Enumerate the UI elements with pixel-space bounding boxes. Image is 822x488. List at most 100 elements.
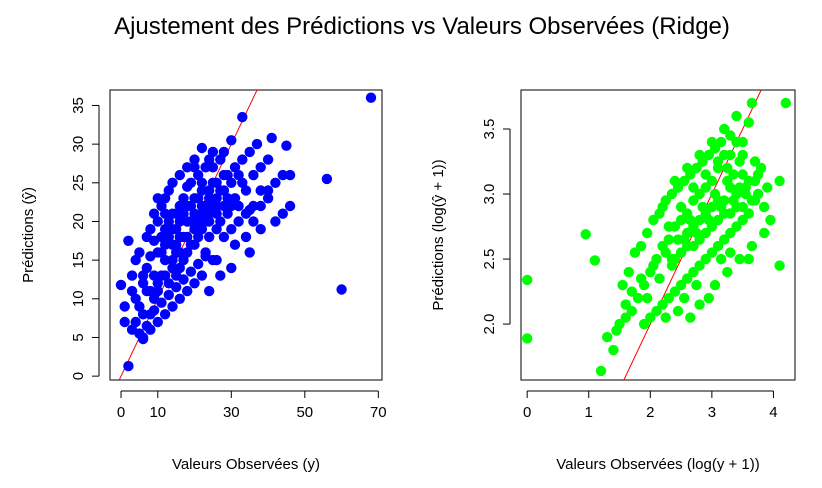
left-data-point (251, 138, 263, 150)
left-data-point (119, 301, 130, 312)
left-data-point (152, 247, 163, 258)
left-data-point (262, 193, 274, 204)
left-data-point (207, 146, 219, 158)
left-data-point (365, 92, 377, 103)
left-data-point (178, 274, 189, 285)
right-data-point (660, 247, 671, 258)
right-data-point (685, 312, 696, 323)
right-data-point (682, 273, 693, 284)
right-data-point (703, 149, 714, 161)
right-data-point (645, 312, 656, 323)
left-data-point (163, 216, 174, 227)
left-x-tick-label: 10 (149, 404, 166, 421)
right-data-point (743, 117, 754, 128)
right-data-point (722, 266, 733, 278)
right-data-point (728, 169, 739, 180)
left-data-point (189, 154, 200, 165)
figure-title: Ajustement des Prédictions vs Valeurs Ob… (114, 13, 730, 40)
right-data-point (725, 130, 736, 141)
right-x-tick-label: 2 (646, 404, 654, 421)
right-data-point (709, 188, 721, 200)
left-x-axis: 0 10 30 50 70 (117, 390, 387, 421)
right-data-point (740, 182, 751, 193)
right-data-point (694, 149, 705, 161)
left-data-point (196, 142, 208, 154)
right-data-point (623, 266, 634, 278)
right-x-axis-label: Valeurs Observées (log(y + 1)) (556, 456, 760, 473)
right-data-point (666, 188, 678, 200)
left-data-point (152, 285, 163, 297)
right-data-point (626, 305, 637, 317)
right-data-point (712, 240, 724, 252)
right-y-tick-label: 3.5 (481, 119, 498, 140)
left-data-point (178, 208, 189, 219)
right-data-point (731, 110, 742, 122)
right-data-point (715, 201, 727, 213)
right-data-point (700, 227, 711, 239)
left-data-point (167, 262, 178, 274)
left-data-point (193, 216, 204, 227)
right-data-point (703, 214, 714, 226)
right-data-point (685, 214, 696, 226)
right-data-point (700, 169, 711, 180)
right-data-point (620, 299, 631, 310)
left-y-tick-label: 30 (70, 136, 87, 153)
right-data-point (688, 266, 699, 278)
right-x-axis: 0 1 2 3 4 (523, 390, 778, 421)
left-panel: 0 10 30 50 70 0 5 10 15 20 25 30 35 Valeurs Observé… (20, 89, 387, 473)
left-data-point (196, 177, 208, 188)
left-data-point (156, 297, 167, 308)
right-data-point (725, 247, 736, 258)
right-data-point (746, 240, 758, 252)
right-data-point (682, 162, 693, 174)
right-data-point (706, 201, 718, 213)
left-y-tick-label: 15 (70, 252, 87, 269)
right-data-point (694, 214, 705, 226)
right-data-point (762, 182, 773, 193)
left-data-point (218, 185, 230, 196)
right-data-point (706, 175, 718, 187)
left-data-point (174, 169, 185, 181)
left-y-tick-label: 25 (70, 174, 87, 191)
left-data-point (134, 301, 145, 312)
left-data-point (163, 289, 174, 301)
left-data-point (137, 333, 149, 345)
right-data-point (675, 247, 687, 258)
left-data-point (115, 279, 127, 291)
right-data-point (629, 247, 641, 258)
left-data-point (152, 278, 163, 289)
right-data-point (611, 325, 622, 336)
right-x-tick-label: 3 (708, 404, 716, 421)
right-x-tick-label: 4 (769, 404, 777, 421)
right-data-point (774, 260, 785, 271)
left-data-point (159, 239, 171, 250)
right-data-point (691, 279, 702, 291)
right-y-tick-label: 3.0 (481, 184, 498, 205)
right-data-point (638, 318, 650, 330)
right-x-tick-label: 0 (523, 404, 531, 421)
left-data-point (204, 231, 215, 243)
right-panel: 0 1 2 3 4 2.0 2.5 3.0 3.5 Valeurs Observées (lo… (430, 89, 796, 473)
right-data-point (700, 182, 711, 193)
right-data-point (642, 227, 653, 239)
left-data-point (196, 208, 208, 219)
left-data-point (207, 200, 219, 212)
left-data-point (204, 185, 215, 196)
right-data-point (752, 169, 764, 180)
right-data-point (675, 279, 687, 291)
left-data-point (182, 162, 193, 173)
left-data-point (222, 208, 233, 219)
left-data-point (200, 251, 211, 262)
left-data-point (174, 216, 185, 227)
left-data-point (189, 193, 200, 204)
right-data-point (657, 299, 668, 310)
left-data-point (240, 231, 252, 243)
left-data-point (182, 231, 193, 243)
right-data-point (694, 299, 705, 310)
left-data-point (200, 162, 211, 173)
right-x-tick-label: 1 (585, 404, 593, 421)
left-data-point (126, 270, 138, 281)
left-data-point (255, 224, 266, 235)
left-data-point (167, 254, 178, 266)
right-data-point (617, 279, 628, 291)
